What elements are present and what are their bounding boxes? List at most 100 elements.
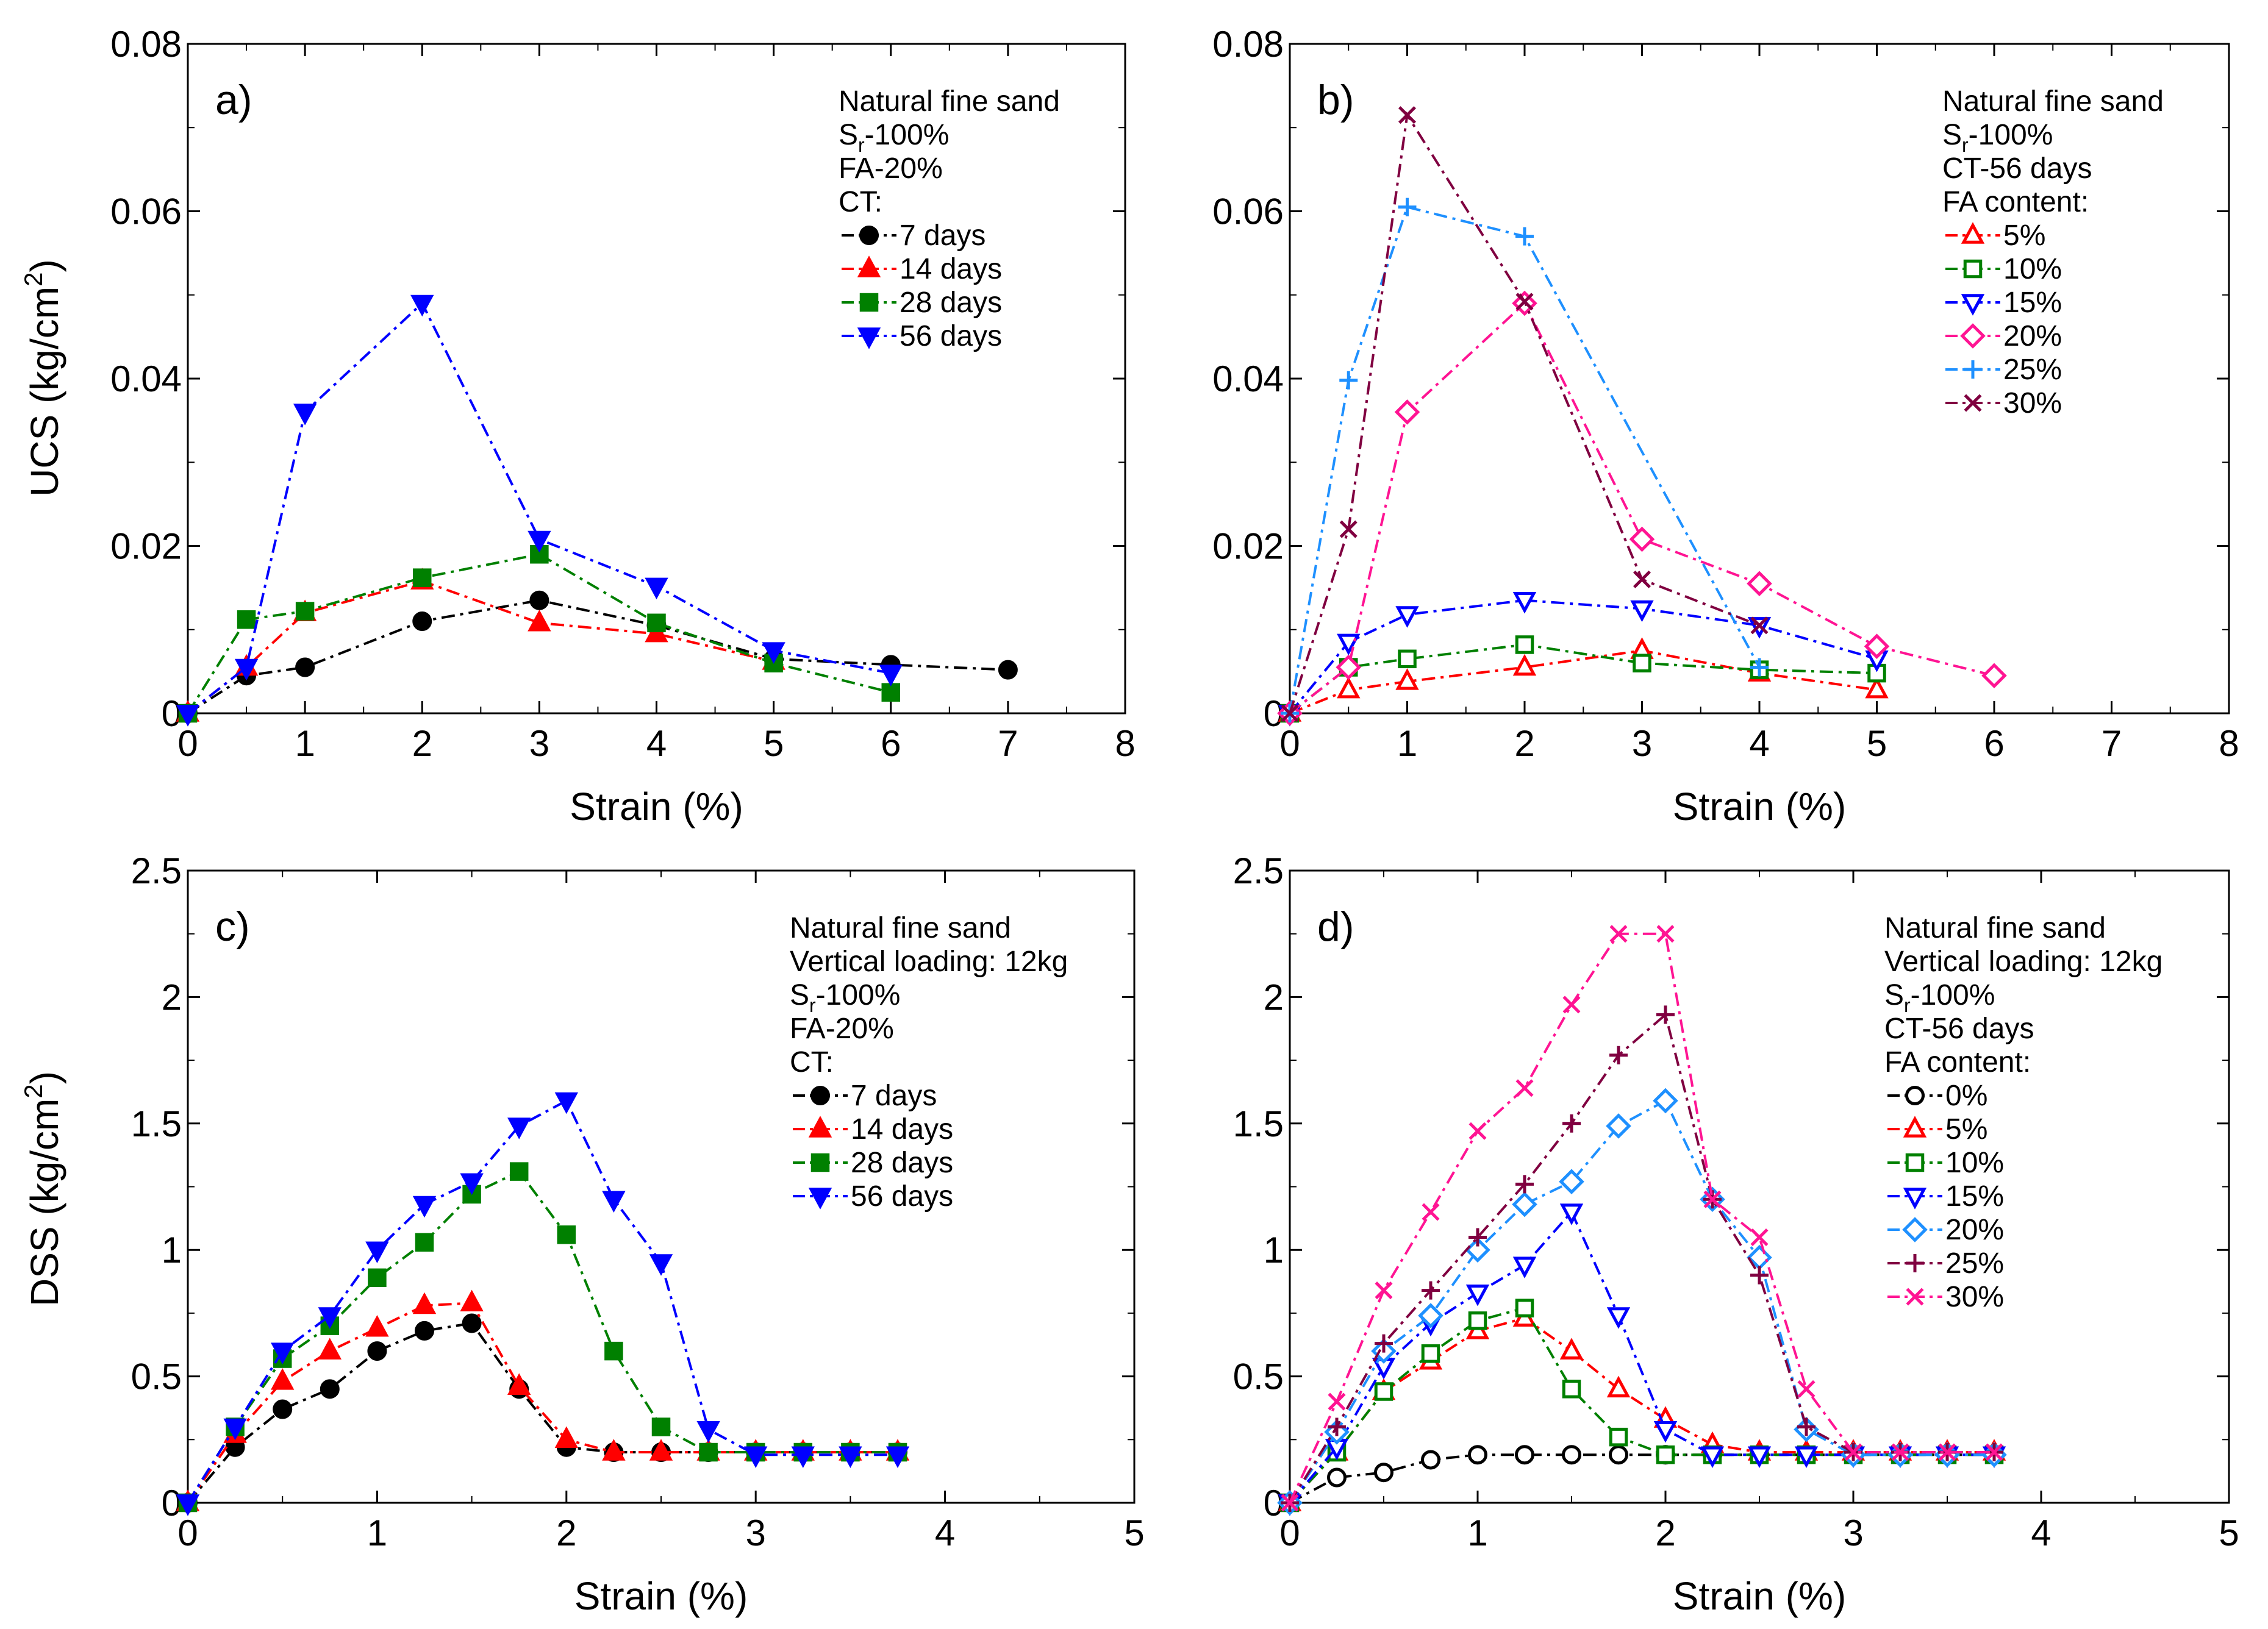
legend-marker (1902, 1217, 1928, 1242)
legend-sr-main: S (1942, 119, 1962, 151)
data-point (1394, 399, 1420, 425)
x-tick-label: 4 (1749, 723, 1769, 764)
data-point (293, 404, 317, 426)
x-tick-label: 1 (367, 1513, 387, 1553)
data-point (412, 1292, 437, 1314)
data-point (368, 1268, 387, 1288)
series-line (1289, 1317, 1994, 1504)
series-b-5 (1281, 106, 1769, 722)
data-point (1864, 633, 1890, 659)
data-point (1559, 1338, 1584, 1360)
legend-entry: 15% (1887, 1180, 2004, 1213)
x-axis-label: Strain (%) (570, 785, 743, 829)
x-tick-label: 4 (935, 1513, 955, 1553)
legend-entry: 14 days (793, 1113, 953, 1146)
y-tick-label: 0.04 (1212, 358, 1284, 399)
data-point (273, 1399, 293, 1419)
data-point (1750, 616, 1769, 635)
data-point (176, 1494, 200, 1516)
legend-label: 28 days (851, 1147, 953, 1179)
legend-sr-rest: -100% (1969, 119, 2053, 151)
y-tick-label: 1.5 (1233, 1103, 1284, 1144)
y-tick-label: 2.5 (1233, 850, 1284, 891)
y-tick-label: 0.06 (110, 191, 182, 232)
legend-label: 20% (1945, 1214, 2004, 1246)
data-point (1281, 1494, 1299, 1512)
legend-marker (808, 1188, 832, 1210)
legend-entry: 7 days (842, 219, 986, 252)
data-point (1337, 676, 1361, 699)
data-point (998, 660, 1018, 680)
y-axis-label: UCS (kg/cm2) (19, 259, 66, 497)
data-point (365, 1241, 389, 1263)
data-point (1981, 663, 2007, 689)
data-point (604, 1341, 623, 1361)
data-point (509, 1162, 529, 1181)
legend-sr-sub: r (809, 994, 816, 1016)
legend-marker (1903, 1116, 1927, 1138)
series-line (187, 1170, 898, 1504)
data-point (1630, 600, 1654, 622)
data-point (271, 1342, 295, 1364)
x-tick-label: 5 (1867, 723, 1887, 764)
x-tick-label: 2 (1655, 1513, 1675, 1553)
x-tick-label: 2 (412, 723, 432, 764)
y-tick-label: 1 (162, 1230, 182, 1271)
legend-label: 5% (2003, 219, 2045, 252)
data-point (1515, 1299, 1534, 1317)
legend-header-line: Natural fine sand (1942, 85, 2164, 118)
data-point (1374, 1463, 1393, 1483)
legend-entry: 56 days (793, 1180, 953, 1213)
series-d-6 (1281, 925, 2003, 1512)
legend-sr-rest: -100% (816, 979, 901, 1011)
legend-entry: 7 days (793, 1080, 937, 1112)
legend-label: 14 days (851, 1113, 953, 1146)
data-point (415, 1233, 434, 1252)
data-point (507, 1117, 531, 1139)
data-point (649, 1439, 673, 1461)
data-point (1606, 1113, 1631, 1139)
legend-header-line: Sr-100% (1942, 119, 2053, 156)
data-point (1512, 1191, 1537, 1217)
data-point (1629, 526, 1655, 552)
x-tick-label: 3 (1843, 1513, 1863, 1553)
data-point (879, 665, 903, 686)
x-tick-label: 8 (1115, 723, 1135, 764)
series-line (187, 1099, 898, 1504)
data-point (554, 1426, 578, 1449)
legend-marker (808, 1116, 832, 1138)
legend-entry: 30% (1945, 387, 2062, 419)
x-tick-label: 5 (2219, 1513, 2239, 1553)
legend-label: 14 days (900, 253, 1002, 285)
legend-header-line: Natural fine sand (839, 85, 1060, 118)
legend-label: 28 days (900, 287, 1002, 319)
x-tick-label: 5 (764, 723, 784, 764)
data-point (1339, 371, 1358, 390)
data-point (1559, 1169, 1584, 1194)
legend-header-line: Sr-100% (1884, 979, 1995, 1016)
data-point (1606, 1307, 1631, 1329)
data-point (415, 1321, 434, 1341)
data-point (1703, 1190, 1722, 1208)
legend-sr-sub: r (1962, 134, 1969, 156)
data-point (1328, 1417, 1346, 1436)
data-point (1336, 654, 1362, 680)
series-line (1289, 599, 1878, 715)
legend-header-line: Natural fine sand (790, 912, 1011, 944)
data-point (223, 1418, 247, 1441)
series-line (1289, 932, 1994, 1503)
data-point (410, 294, 434, 317)
data-point (1609, 1445, 1628, 1465)
legend-label: 7 days (851, 1080, 937, 1112)
x-tick-label: 4 (2031, 1513, 2051, 1553)
legend-label: 15% (2003, 287, 2062, 319)
legend-header-line: CT-56 days (1884, 1013, 2034, 1045)
legend-label: 25% (1945, 1247, 2004, 1280)
data-point (1747, 1446, 1772, 1468)
data-point (602, 1191, 626, 1213)
data-point (365, 1315, 389, 1337)
data-point (1328, 1392, 1346, 1411)
legend-label: 30% (2003, 387, 2062, 419)
